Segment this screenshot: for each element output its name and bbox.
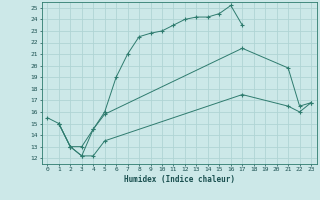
X-axis label: Humidex (Indice chaleur): Humidex (Indice chaleur) <box>124 175 235 184</box>
